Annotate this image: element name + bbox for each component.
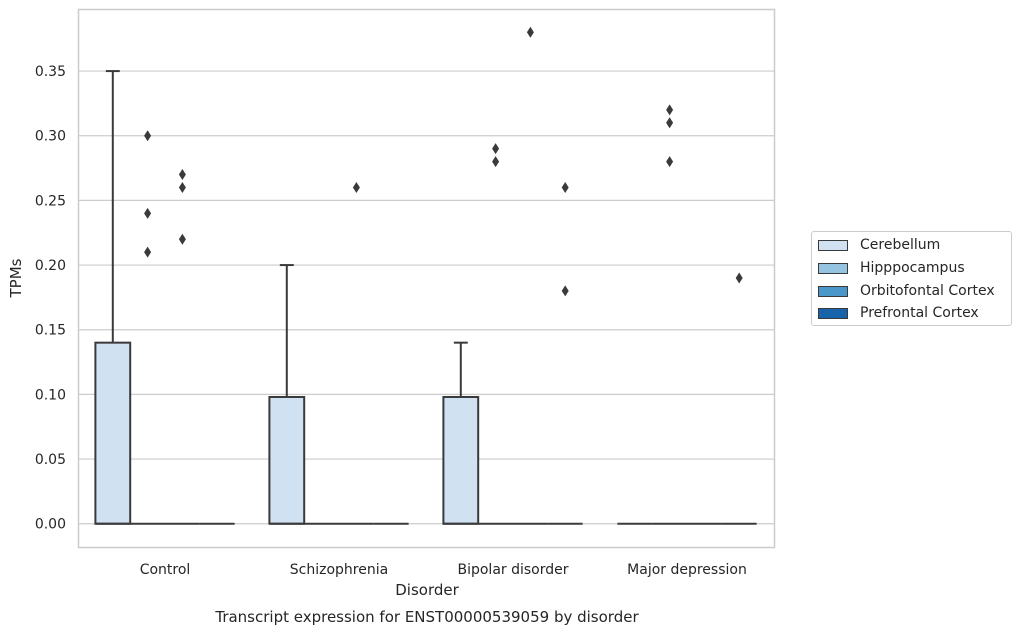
y-tick-labels: 0.00 0.05 0.10 0.15 0.20 0.25 0.30 0.35	[35, 64, 66, 533]
outlier-point	[178, 181, 186, 193]
legend-label: Orbitofontal Cortex	[860, 283, 995, 299]
y-tick-label: 0.05	[35, 452, 66, 468]
outlier-point	[735, 272, 743, 284]
legend-swatch	[818, 262, 848, 274]
outlier-point	[144, 246, 152, 258]
x-tick-label: Bipolar disorder	[457, 562, 568, 578]
outlier-point	[526, 26, 534, 38]
x-axis-label: Disorder	[395, 581, 459, 599]
x-tick-labels: Control Schizophrenia Bipolar disorder Majo…	[140, 562, 747, 578]
chart-title: Transcript expression for ENST0000053905…	[214, 608, 639, 626]
legend-item-prefrontal-cortex: Prefrontal Cortex	[818, 303, 979, 323]
legend-swatch	[818, 285, 848, 297]
outliers	[144, 26, 743, 297]
outlier-point	[352, 181, 360, 193]
y-tick-label: 0.10	[35, 387, 66, 403]
legend-item-orbitofrontal-cortex: Orbitofontal Cortex	[818, 281, 995, 301]
y-tick-label: 0.20	[35, 258, 66, 274]
outlier-point	[561, 181, 569, 193]
y-tick-label: 0.25	[35, 193, 66, 209]
legend-swatch	[818, 307, 848, 319]
outlier-point	[492, 156, 500, 168]
box	[268, 395, 306, 525]
outlier-point	[144, 207, 152, 219]
y-tick-label: 0.30	[35, 129, 66, 145]
legend-swatch	[818, 239, 848, 251]
outlier-point	[561, 285, 569, 297]
boxes	[94, 70, 757, 525]
grid-lines	[78, 70, 774, 525]
x-tick-label: Control	[140, 562, 191, 578]
box	[442, 395, 480, 525]
legend-label: Hipppocampus	[860, 260, 965, 276]
legend-label: Prefrontal Cortex	[860, 305, 979, 321]
legend-item-hippocampus: Hipppocampus	[818, 258, 965, 278]
outlier-point	[178, 233, 186, 245]
outlier-point	[666, 117, 674, 129]
y-tick-label: 0.35	[35, 64, 66, 80]
box	[94, 341, 132, 525]
outlier-point	[178, 169, 186, 181]
outlier-point	[492, 143, 500, 155]
outlier-point	[666, 104, 674, 116]
legend: Cerebellum Hipppocampus Orbitofontal Cor…	[811, 231, 1012, 326]
y-tick-label: 0.00	[35, 517, 66, 533]
x-tick-label: Schizophrenia	[290, 562, 388, 578]
y-tick-label: 0.15	[35, 323, 66, 339]
legend-item-cerebellum: Cerebellum	[818, 235, 940, 255]
y-axis-label: TPMs	[7, 258, 25, 298]
plot-frame	[77, 8, 776, 549]
outlier-point	[666, 156, 674, 168]
outlier-point	[144, 130, 152, 142]
x-tick-label: Major depression	[627, 562, 747, 578]
legend-label: Cerebellum	[860, 237, 941, 253]
